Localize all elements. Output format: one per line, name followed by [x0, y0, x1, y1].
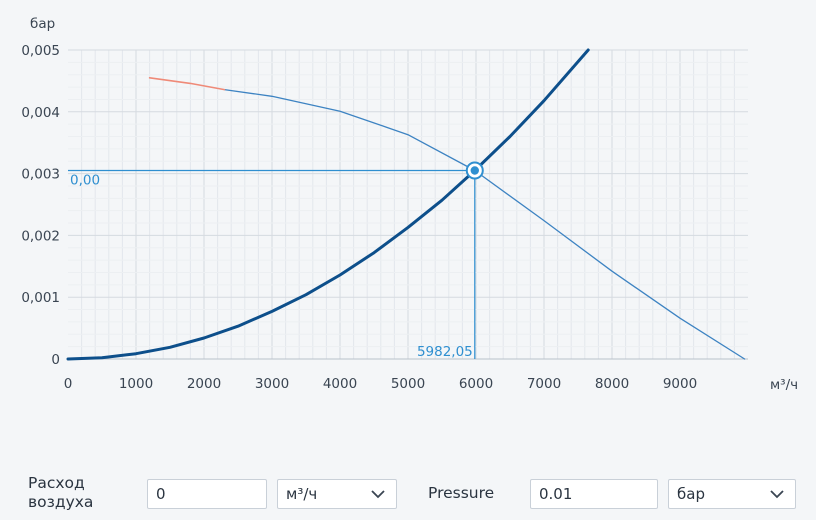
y-axis-unit: бар	[30, 16, 55, 32]
x-tick-label: 6000	[459, 376, 493, 392]
y-tick-label: 0,005	[21, 43, 60, 59]
x-axis-unit: м³/ч	[770, 377, 798, 393]
flow-label-line2: воздуха	[28, 493, 94, 511]
x-tick-label: 9000	[663, 376, 697, 392]
pressure-unit-value: бар	[677, 485, 705, 503]
x-tick-label: 1000	[119, 376, 153, 392]
x-tick-label: 4000	[323, 376, 357, 392]
operating-point-dot	[470, 166, 479, 175]
chart-svg: 0 0,001 0,002 0,003 0,004 0,005 0 1000 2000 3000 4…	[21, 16, 798, 393]
controls-bar: Расход воздуха м³/ч Pressure бар	[0, 470, 816, 520]
y-tick-label: 0,002	[21, 228, 60, 244]
x-tick-label: 3000	[255, 376, 289, 392]
x-tick-label: 8000	[595, 376, 629, 392]
fan-performance-chart: 0 0,001 0,002 0,003 0,004 0,005 0 1000 2000 3000 4…	[21, 16, 798, 393]
operating-point-x-label: 5982,05	[417, 344, 473, 360]
pressure-unit-select[interactable]: бар	[668, 479, 796, 509]
x-tick-label: 5000	[391, 376, 425, 392]
flow-label-line1: Расход	[28, 474, 85, 492]
flow-unit-select[interactable]: м³/ч	[277, 479, 397, 509]
fan-curve-unstable-line	[148, 77, 226, 91]
x-tick-label: 7000	[527, 376, 561, 392]
pressure-input[interactable]	[530, 479, 658, 509]
x-tick-label: 2000	[187, 376, 221, 392]
y-tick-label: 0,003	[21, 167, 60, 183]
chevron-down-icon	[371, 490, 385, 499]
operating-point-y-label: 0,00	[70, 173, 100, 189]
y-tick-label: 0,004	[21, 105, 60, 121]
pressure-label: Pressure	[428, 484, 495, 502]
chevron-down-icon	[770, 490, 784, 499]
chart-area: 0 0,001 0,002 0,003 0,004 0,005 0 1000 2000 3000 4…	[21, 16, 798, 393]
flow-unit-value: м³/ч	[286, 485, 318, 503]
flow-label: Расход воздуха	[28, 474, 93, 512]
y-tick-label: 0,001	[21, 290, 60, 306]
flow-input[interactable]	[147, 479, 267, 509]
system-curve-line	[66, 48, 590, 361]
y-tick-label: 0	[51, 352, 60, 368]
x-tick-label: 0	[64, 376, 73, 392]
